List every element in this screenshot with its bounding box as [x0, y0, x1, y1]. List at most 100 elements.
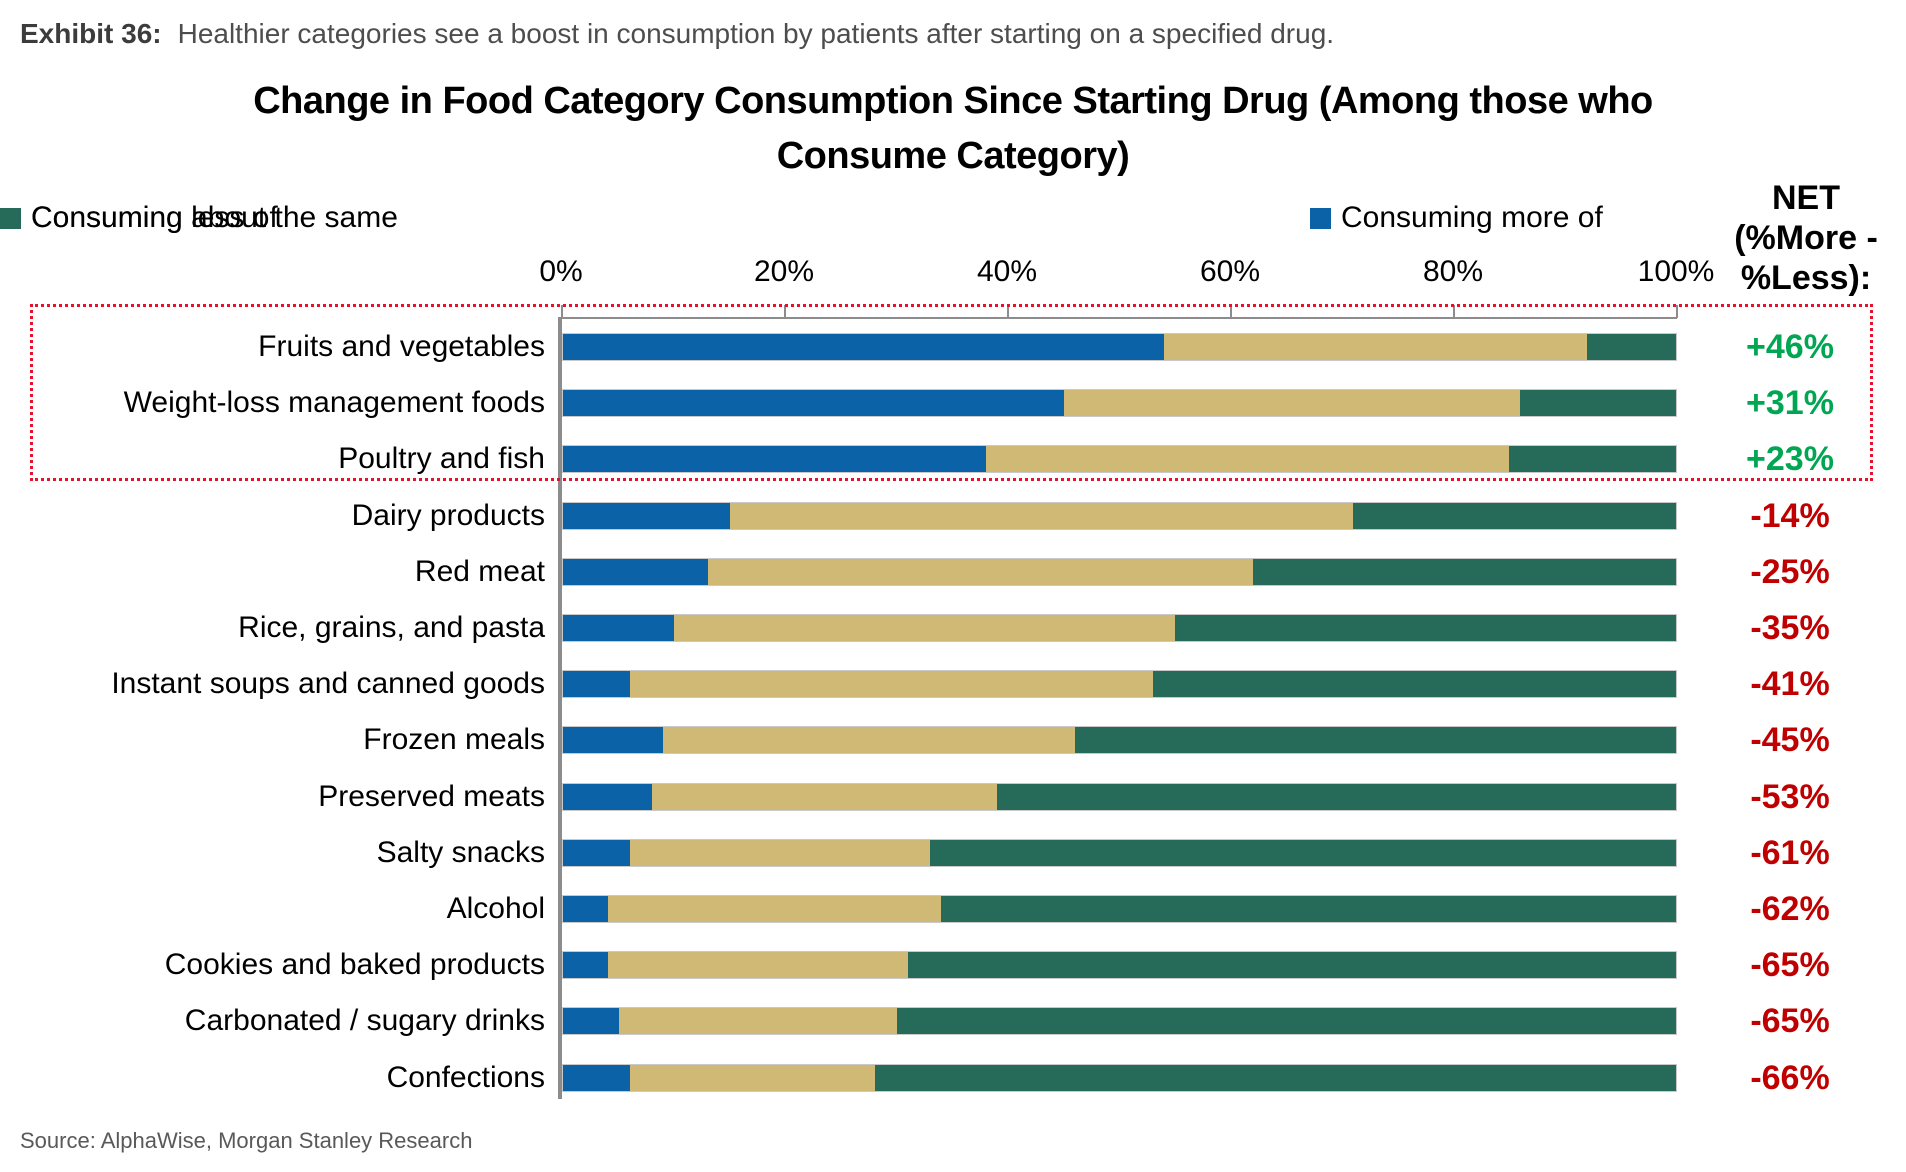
x-tick-mark	[561, 305, 563, 318]
x-tick-mark	[1007, 305, 1009, 318]
bar-segment-consuming-about-the-same	[729, 502, 1354, 529]
category-label: Red meat	[414, 554, 545, 588]
category-label: Fruits and vegetables	[258, 330, 545, 363]
net-column-header: NET (%More - %Less):	[1686, 178, 1906, 298]
bar-track	[562, 389, 1677, 418]
category-label: Carbonated / sugary drinks	[184, 1004, 545, 1038]
net-value: -53%	[1750, 777, 1830, 816]
legend-swatch-less-icon	[0, 207, 21, 229]
bar-segment-consuming-more-of	[563, 839, 630, 866]
bar-segment-consuming-about-the-same	[1063, 390, 1521, 417]
x-tick-label: 100%	[1637, 255, 1715, 288]
bar-segment-consuming-more-of	[563, 1008, 619, 1035]
category-label: Rice, grains, and pasta	[238, 611, 545, 644]
bar-segment-consuming-less-of	[1152, 671, 1676, 698]
bar-segment-consuming-about-the-same	[674, 615, 1176, 641]
bar-segment-consuming-about-the-same	[707, 558, 1254, 585]
y-axis-line	[558, 317, 562, 1099]
bar-track	[562, 333, 1677, 361]
net-value: -45%	[1750, 721, 1830, 760]
bar-segment-consuming-about-the-same	[607, 896, 942, 922]
bar-segment-consuming-more-of	[563, 558, 708, 585]
legend-item-more: Consuming more of	[1310, 201, 1603, 235]
bar-segment-consuming-more-of	[563, 671, 630, 698]
net-value: -62%	[1750, 890, 1830, 928]
bar-segment-consuming-less-of	[1253, 558, 1676, 585]
x-axis-line	[561, 317, 1677, 319]
x-tick-mark	[1676, 305, 1678, 318]
bar-track	[562, 782, 1677, 811]
bar-track	[562, 726, 1677, 755]
bar-track	[562, 951, 1677, 980]
category-label: Alcohol	[446, 892, 545, 925]
net-value: -65%	[1750, 1002, 1830, 1041]
net-value: -41%	[1750, 665, 1830, 704]
source-note: Source: AlphaWise, Morgan Stanley Resear…	[20, 1128, 473, 1153]
category-label: Frozen meals	[363, 723, 545, 757]
bar-segment-consuming-less-of	[1586, 334, 1676, 360]
x-tick-mark	[784, 305, 786, 318]
net-value: -14%	[1750, 496, 1830, 535]
bar-track	[562, 557, 1677, 586]
x-tick-mark	[1230, 305, 1232, 318]
net-value: -66%	[1750, 1058, 1830, 1097]
bar-segment-consuming-more-of	[563, 334, 1165, 360]
legend-swatch-more-icon	[1310, 207, 1331, 229]
x-tick-label: 80%	[1422, 255, 1484, 288]
bar-track	[562, 838, 1677, 867]
net-value: +31%	[1746, 384, 1834, 423]
bar-segment-consuming-less-of	[930, 839, 1676, 866]
bar-segment-consuming-more-of	[563, 446, 986, 473]
bar-segment-consuming-about-the-same	[618, 1008, 897, 1035]
chart-title: Change in Food Category Consumption Sinc…	[2, 74, 1904, 184]
chart-title-line2: Consume Category)	[776, 135, 1130, 178]
net-value: -65%	[1750, 946, 1830, 985]
net-value: +23%	[1746, 440, 1834, 479]
net-header-line1: NET	[1772, 179, 1840, 217]
x-tick-label: 60%	[1199, 255, 1261, 288]
bar-track	[562, 1007, 1677, 1036]
exhibit-number: Exhibit 36:	[20, 18, 162, 49]
category-label: Preserved meats	[318, 779, 545, 813]
bar-track	[562, 445, 1677, 474]
legend-label-same: Consuming about the same	[31, 201, 398, 234]
net-value: +46%	[1746, 328, 1834, 366]
bar-segment-consuming-less-of	[1353, 502, 1676, 529]
bar-segment-consuming-more-of	[563, 1064, 630, 1091]
x-tick-label: 0%	[539, 255, 583, 288]
bar-track	[562, 670, 1677, 699]
bar-track	[562, 614, 1677, 642]
legend-item-less: Consuming less of	[0, 201, 278, 235]
bar-segment-consuming-about-the-same	[985, 446, 1510, 473]
bar-segment-consuming-more-of	[563, 896, 608, 922]
bar-segment-consuming-more-of	[563, 390, 1064, 417]
bar-segment-consuming-more-of	[563, 783, 653, 810]
bar-segment-consuming-about-the-same	[629, 839, 931, 866]
net-value: -61%	[1750, 833, 1830, 872]
legend-label-less: Consuming less of	[31, 201, 278, 234]
bar-track	[562, 895, 1677, 923]
bar-segment-consuming-less-of	[874, 1064, 1676, 1091]
legend-label-more: Consuming more of	[1341, 201, 1603, 234]
net-header-line2: (%More -	[1734, 219, 1878, 258]
bar-track	[562, 501, 1677, 530]
bar-segment-consuming-less-of	[1175, 615, 1676, 641]
bar-segment-consuming-less-of	[1520, 390, 1676, 417]
bar-segment-consuming-more-of	[563, 727, 664, 754]
bar-segment-consuming-about-the-same	[652, 783, 998, 810]
bar-segment-consuming-less-of	[941, 896, 1676, 922]
category-label: Confections	[386, 1060, 545, 1094]
bar-segment-consuming-more-of	[563, 952, 608, 979]
bar-segment-consuming-about-the-same	[629, 671, 1153, 698]
chart-title-line1: Change in Food Category Consumption Sinc…	[253, 80, 1653, 122]
legend-item-same: Consuming about the same	[0, 201, 398, 235]
exhibit-caption: Exhibit 36: Healthier categories see a bo…	[20, 18, 1334, 50]
bar-track	[562, 1063, 1677, 1092]
category-label: Instant soups and canned goods	[111, 667, 545, 701]
exhibit-description: Healthier categories see a boost in cons…	[177, 18, 1335, 49]
net-value: -35%	[1750, 609, 1830, 647]
bar-segment-consuming-less-of	[1074, 727, 1676, 754]
bar-segment-consuming-about-the-same	[607, 952, 909, 979]
bar-segment-consuming-about-the-same	[663, 727, 1075, 754]
